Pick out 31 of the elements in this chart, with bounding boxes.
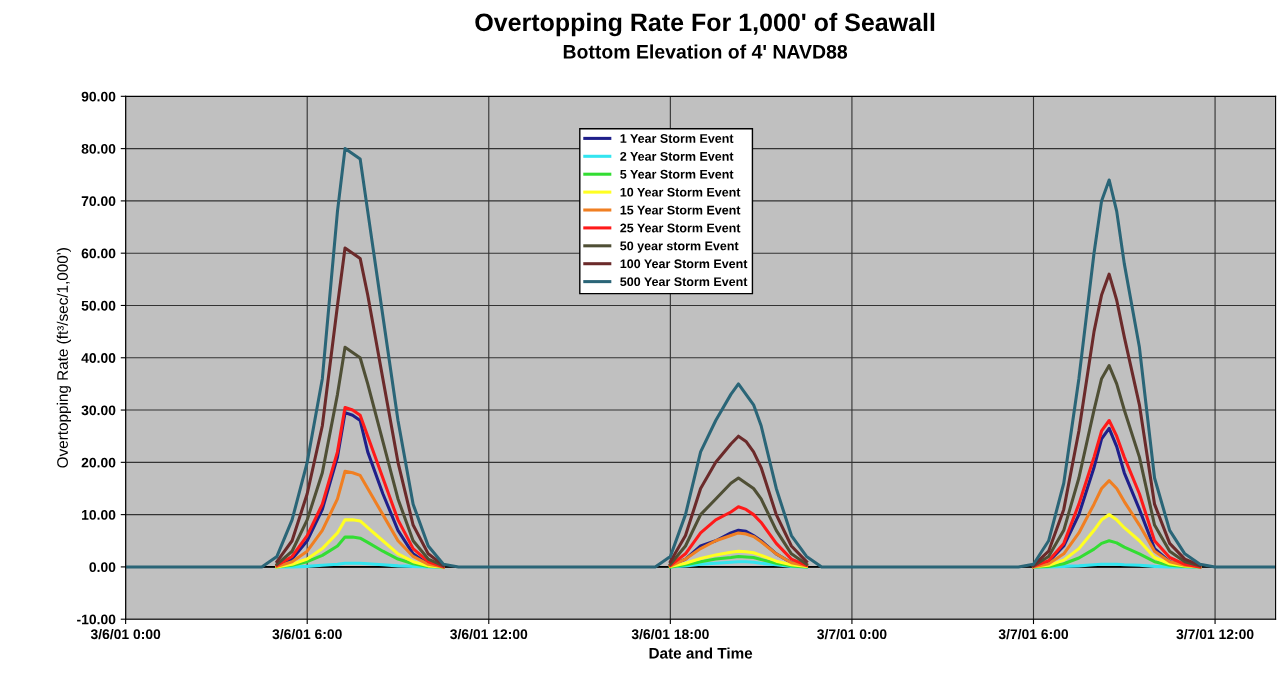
chart-subtitle: Bottom Elevation of 4' NAVD88 bbox=[563, 44, 848, 59]
y-tick-label: 50.00 bbox=[81, 300, 116, 311]
x-tick-label: 3/6/01 12:00 bbox=[450, 628, 528, 640]
y-tick-label: 80.00 bbox=[81, 143, 116, 154]
y-tick-label: 20.00 bbox=[81, 457, 116, 468]
x-tick-label: 3/7/01 6:00 bbox=[998, 628, 1069, 640]
legend-label: 500 Year Storm Event bbox=[620, 277, 748, 287]
legend-label: 1 Year Storm Event bbox=[620, 134, 734, 143]
x-tick-label: 3/6/01 0:00 bbox=[90, 628, 161, 640]
legend-label: 100 Year Storm Event bbox=[620, 259, 748, 269]
y-tick-label: -10.00 bbox=[77, 614, 116, 625]
y-tick-label: 0.00 bbox=[89, 562, 116, 573]
chart-title: Overtopping Rate For 1,000' of Seawall bbox=[475, 12, 935, 37]
legend-label: 10 Year Storm Event bbox=[620, 187, 741, 197]
x-tick-label: 3/7/01 0:00 bbox=[817, 628, 887, 640]
legend-label: 15 Year Storm Event bbox=[620, 205, 741, 215]
x-tick-label: 3/6/01 18:00 bbox=[631, 628, 709, 640]
legend-label: 50 year storm Event bbox=[620, 241, 739, 253]
legend-label: 2 Year Storm Event bbox=[620, 151, 734, 161]
y-tick-label: 90.00 bbox=[81, 91, 116, 102]
y-tick-label: 30.00 bbox=[81, 405, 116, 416]
y-tick-label: 70.00 bbox=[81, 196, 116, 207]
x-tick-label: 3/6/01 6:00 bbox=[272, 628, 342, 640]
legend-label: 25 Year Storm Event bbox=[620, 223, 741, 233]
y-tick-label: 10.00 bbox=[82, 509, 116, 520]
y-axis-title: Overtopping Rate (ft³/sec/1,000') bbox=[56, 248, 71, 468]
y-tick-label: 40.00 bbox=[81, 353, 116, 363]
y-tick-label: 60.00 bbox=[81, 248, 116, 259]
x-axis-title: Date and Time bbox=[649, 647, 753, 659]
x-tick-label: 3/7/01 12:00 bbox=[1176, 628, 1254, 640]
legend-label: 5 Year Storm Event bbox=[620, 169, 734, 179]
